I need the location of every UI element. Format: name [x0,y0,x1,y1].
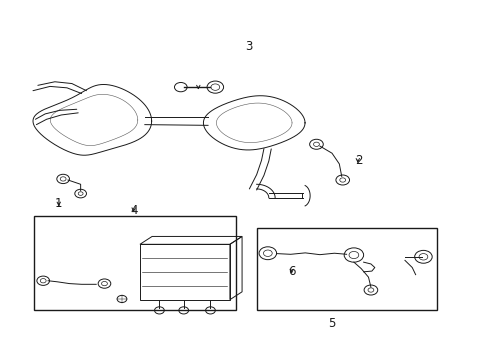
Bar [34,216,236,310]
Bar [140,244,229,300]
Text: 2: 2 [354,154,362,167]
Text: 5: 5 [327,317,335,330]
Text: 3: 3 [244,40,251,53]
Bar [256,228,436,310]
Text: 6: 6 [287,265,295,278]
Text: 1: 1 [55,197,62,210]
Text: 4: 4 [130,204,137,217]
